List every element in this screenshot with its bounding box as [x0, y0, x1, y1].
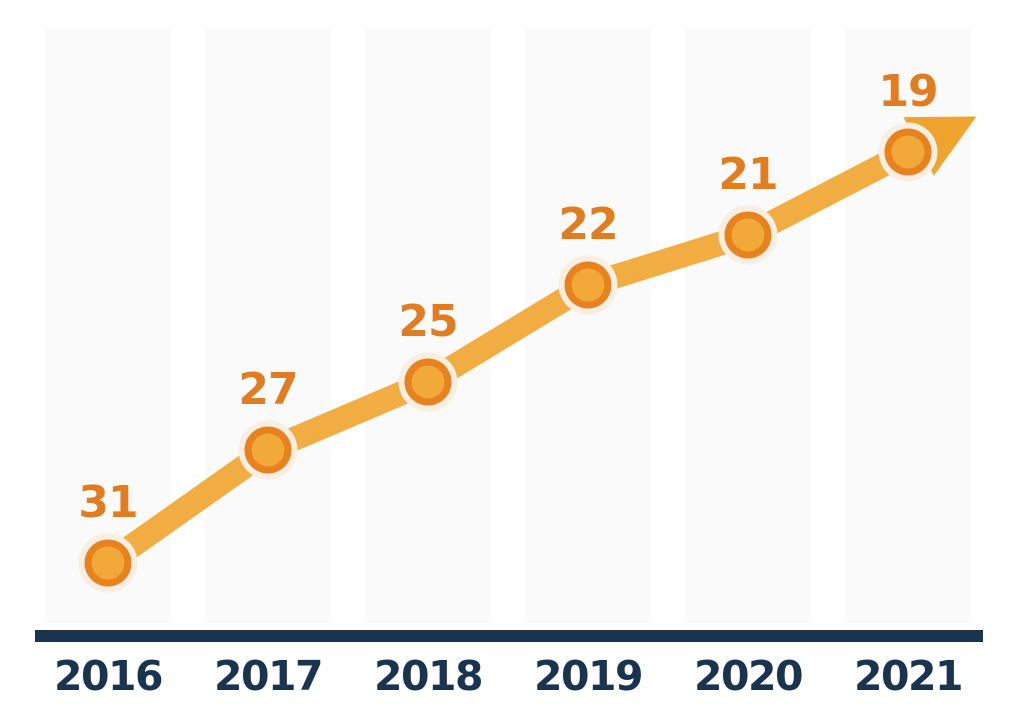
x-axis-label: 2018 [374, 652, 482, 700]
column-bands [45, 28, 971, 623]
x-axis-label: 2017 [214, 652, 322, 700]
data-point-marker [398, 352, 458, 412]
x-axis-labels: 2016 2017 2018 2019 2020 2021 [54, 652, 964, 700]
column-band [525, 28, 651, 623]
value-labels: 31 27 25 22 21 19 [78, 66, 938, 528]
x-axis-label: 2020 [694, 652, 802, 700]
data-point-markers [78, 122, 938, 593]
data-point-marker [558, 255, 618, 315]
data-point-marker [78, 533, 138, 593]
value-label: 27 [238, 364, 297, 415]
value-label: 25 [398, 296, 457, 347]
value-label: 22 [558, 199, 617, 250]
marker-core [411, 365, 445, 399]
x-axis-line [35, 630, 983, 642]
x-axis [35, 630, 983, 642]
value-label: 31 [78, 477, 137, 528]
data-point-marker [238, 420, 298, 480]
data-point-marker [878, 122, 938, 182]
x-axis-label: 2021 [854, 652, 962, 700]
data-point-marker [718, 205, 778, 265]
value-label: 19 [878, 66, 937, 117]
marker-core [571, 268, 605, 302]
marker-core [731, 218, 765, 252]
column-band [685, 28, 811, 623]
x-axis-label: 2019 [534, 652, 642, 700]
marker-core [91, 546, 125, 580]
column-band [365, 28, 491, 623]
x-axis-label: 2016 [54, 652, 162, 700]
marker-core [251, 433, 285, 467]
value-label: 21 [718, 149, 777, 200]
marker-core [891, 135, 925, 169]
column-band [205, 28, 331, 623]
